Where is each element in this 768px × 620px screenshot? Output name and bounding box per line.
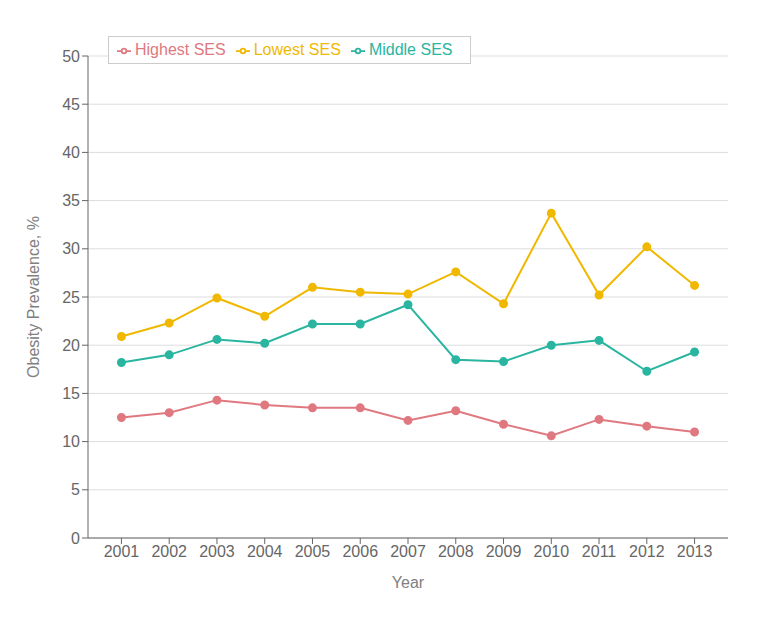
svg-text:2004: 2004 xyxy=(247,543,283,560)
svg-text:2006: 2006 xyxy=(342,543,378,560)
svg-text:2010: 2010 xyxy=(533,543,569,560)
svg-text:2002: 2002 xyxy=(151,543,187,560)
svg-text:2009: 2009 xyxy=(486,543,522,560)
svg-text:2008: 2008 xyxy=(438,543,474,560)
svg-text:2011: 2011 xyxy=(582,543,617,560)
svg-text:25: 25 xyxy=(62,289,80,306)
html-text:Highest SES: Highest SES xyxy=(135,41,226,58)
svg-text:2001: 2001 xyxy=(104,543,140,560)
svg-text:2005: 2005 xyxy=(295,543,331,560)
svg-text:40: 40 xyxy=(62,144,80,161)
html-text:Middle SES: Middle SES xyxy=(368,41,453,58)
svg-text:15: 15 xyxy=(62,385,80,402)
svg-text:Year: Year xyxy=(392,574,425,591)
svg-text:30: 30 xyxy=(62,240,80,257)
svg-text:5: 5 xyxy=(71,481,80,498)
svg-text:50: 50 xyxy=(62,48,80,65)
svg-text:20: 20 xyxy=(62,337,80,354)
html-text:Lowest SES: Lowest SES xyxy=(253,41,341,58)
svg-text:2012: 2012 xyxy=(629,543,665,560)
svg-text:2013: 2013 xyxy=(677,543,713,560)
svg-text:2007: 2007 xyxy=(390,543,426,560)
svg-text:45: 45 xyxy=(62,96,80,113)
svg-text:2003: 2003 xyxy=(199,543,235,560)
svg-text:10: 10 xyxy=(62,433,80,450)
svg-text:0: 0 xyxy=(71,530,80,547)
svg-text:Obesity Prevalence, %: Obesity Prevalence, % xyxy=(25,216,42,378)
svg-text:35: 35 xyxy=(62,192,80,209)
